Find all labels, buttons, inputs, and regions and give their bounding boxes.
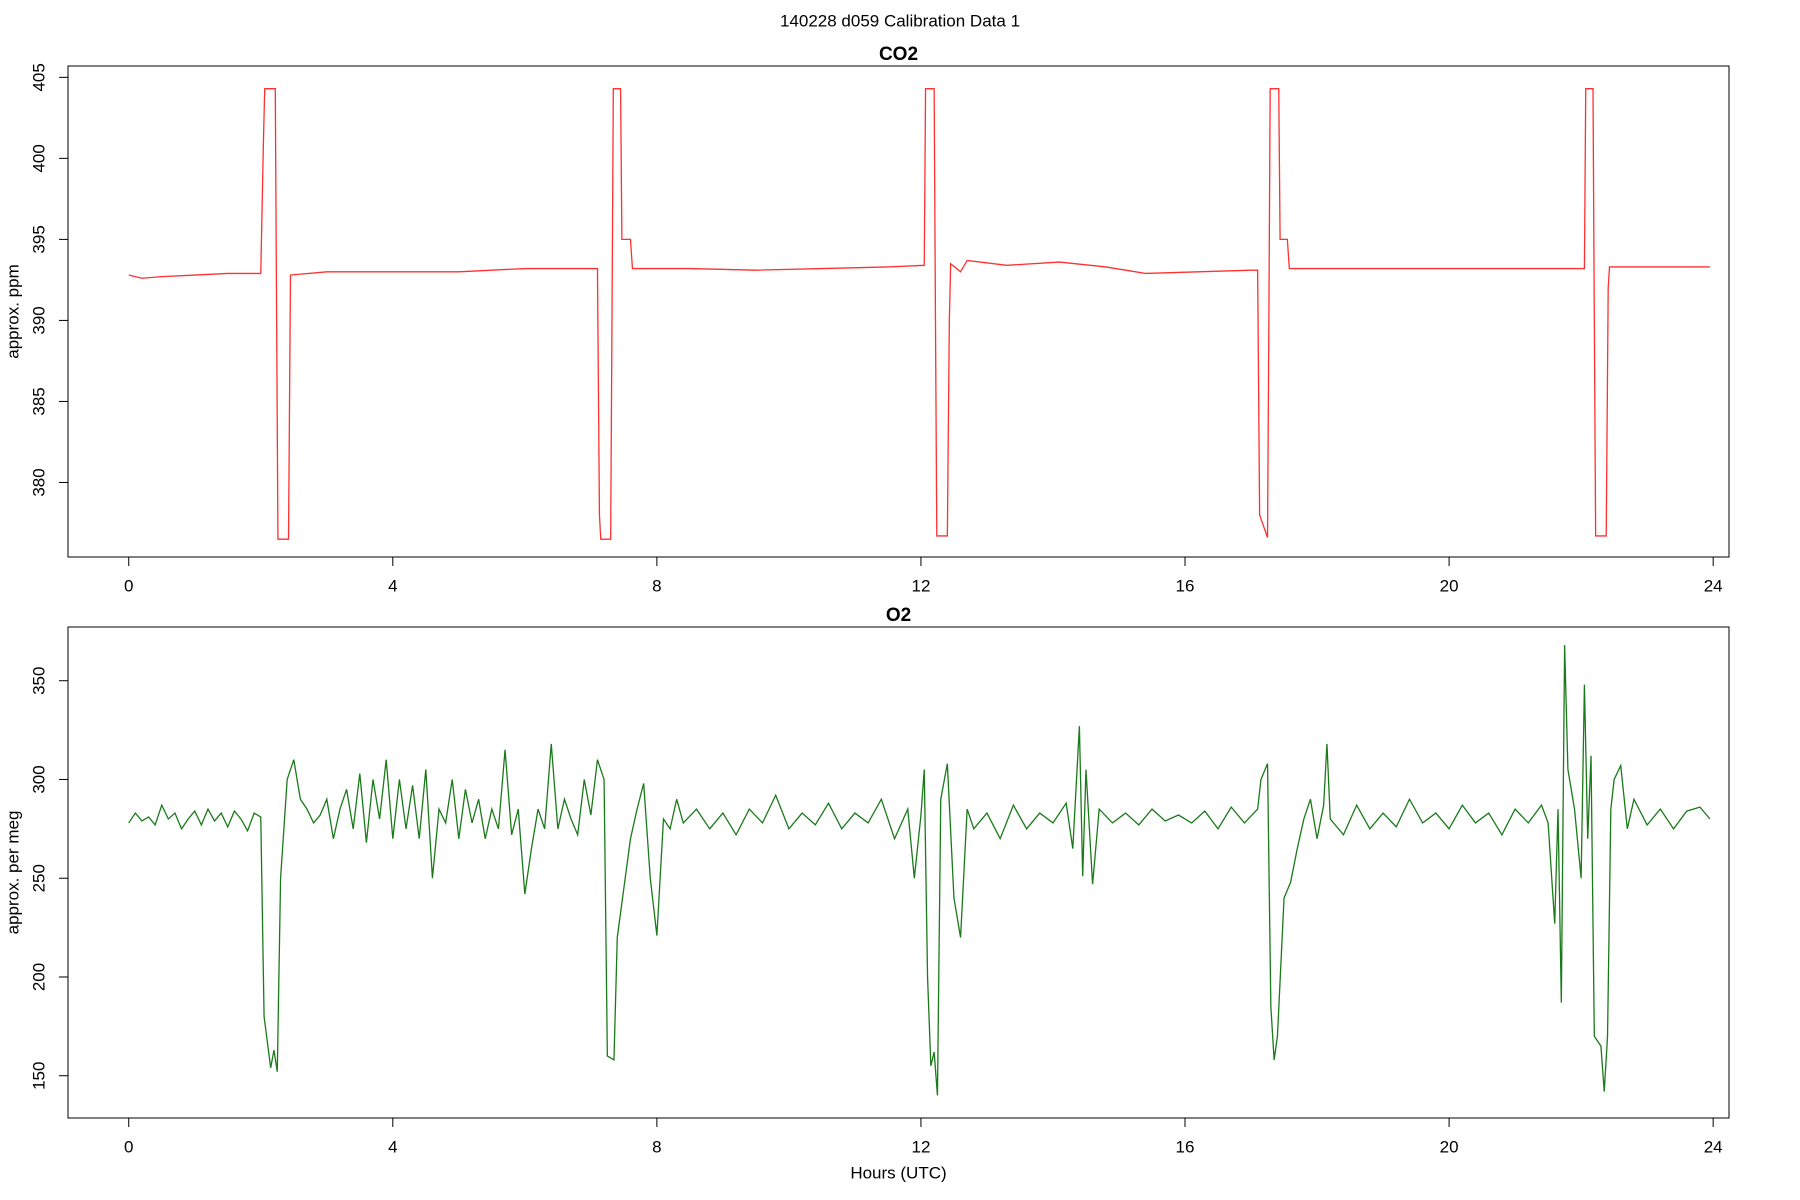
y-tick-label: 380 xyxy=(29,468,48,496)
y-tick-label: 390 xyxy=(29,306,48,334)
x-tick-label: 16 xyxy=(1176,1137,1195,1156)
data-line xyxy=(128,88,1710,540)
y-tick-label: 350 xyxy=(29,667,48,695)
x-tick-label: 0 xyxy=(124,576,133,595)
x-tick-label: 8 xyxy=(652,1137,661,1156)
x-axis-label: Hours (UTC) xyxy=(850,1163,946,1182)
y-tick-label: 400 xyxy=(29,144,48,172)
plot-frame xyxy=(67,65,1730,558)
x-tick-label: 4 xyxy=(388,576,397,595)
subplot-title: CO2 xyxy=(879,44,918,65)
subplot-title: O2 xyxy=(886,605,911,626)
y-tick-label: 385 xyxy=(29,387,48,415)
x-tick-label: 4 xyxy=(388,1137,397,1156)
x-tick-label: 20 xyxy=(1440,1137,1459,1156)
y-tick-label: 395 xyxy=(29,225,48,253)
y-axis-label: approx. ppm xyxy=(3,264,22,359)
y-tick-label: 300 xyxy=(29,765,48,793)
y-axis-label: approx. per meg xyxy=(3,811,22,935)
x-tick-label: 16 xyxy=(1176,576,1195,595)
x-tick-label: 24 xyxy=(1704,576,1723,595)
x-tick-label: 12 xyxy=(911,1137,930,1156)
y-tick-label: 200 xyxy=(29,963,48,991)
x-tick-label: 20 xyxy=(1440,576,1459,595)
x-tick-label: 12 xyxy=(911,576,930,595)
x-tick-label: 0 xyxy=(124,1137,133,1156)
x-tick-label: 24 xyxy=(1704,1137,1723,1156)
x-tick-label: 8 xyxy=(652,576,661,595)
y-tick-label: 405 xyxy=(29,63,48,91)
figure-title: 140228 d059 Calibration Data 1 xyxy=(780,11,1020,30)
data-line xyxy=(128,645,1711,1096)
plot-frame xyxy=(67,626,1730,1119)
y-tick-label: 150 xyxy=(29,1062,48,1090)
y-tick-label: 250 xyxy=(29,864,48,892)
